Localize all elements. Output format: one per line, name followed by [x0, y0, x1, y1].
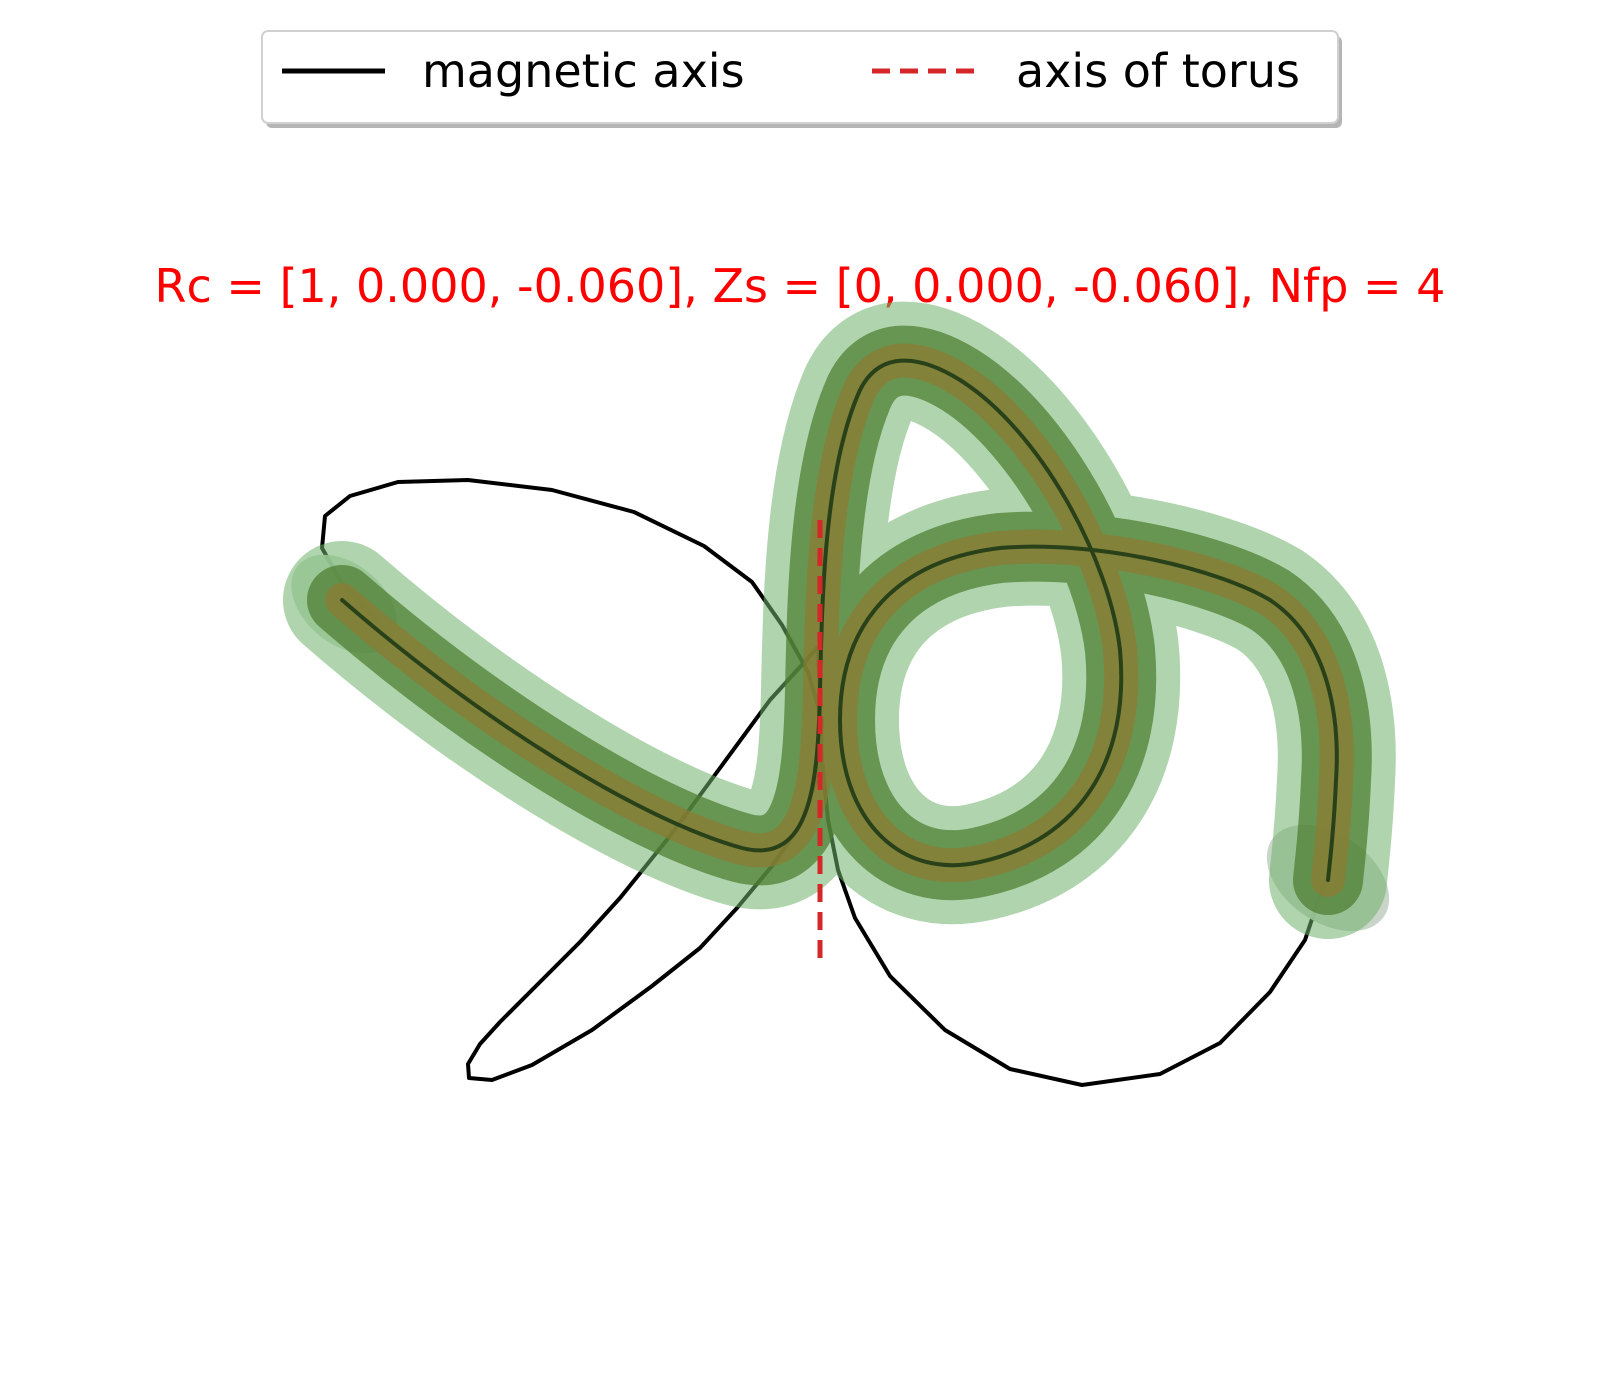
legend-label-axis-of-torus: axis of torus: [1016, 44, 1300, 98]
legend-label-magnetic-axis: magnetic axis: [422, 44, 745, 98]
flux-tube: [283, 301, 1396, 939]
figure-title: Rc = [1, 0.000, -0.060], Zs = [0, 0.000,…: [155, 259, 1446, 313]
magnetic-axis-inside-tube: [340, 358, 1339, 882]
legend: magnetic axis axis of torus: [261, 30, 1342, 128]
